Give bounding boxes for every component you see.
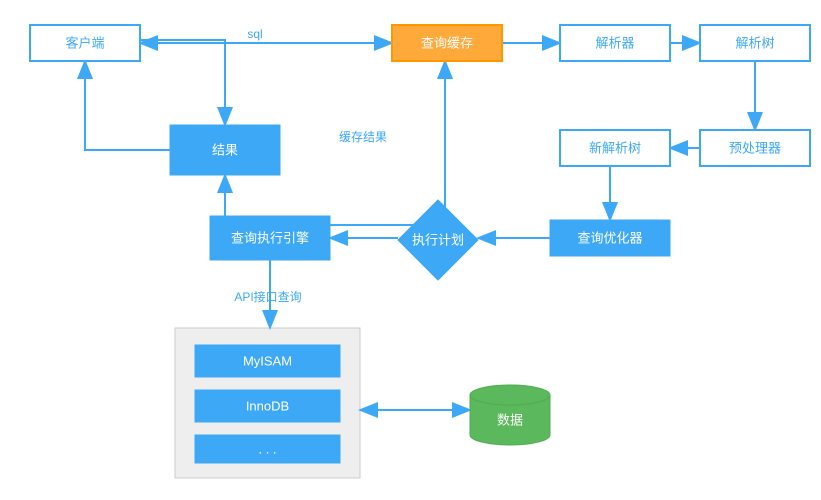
node-label-plan: 执行计划	[412, 233, 464, 248]
edge-label-engine-cache: 缓存结果	[339, 130, 387, 144]
node-label-ellipsis: . . .	[258, 442, 276, 457]
edge-label-engine-panel: API接口查询	[234, 289, 301, 304]
node-newtree: 新解析树	[560, 130, 670, 166]
node-parsetree: 解析树	[700, 25, 810, 61]
node-label-optimizer: 查询优化器	[577, 231, 642, 246]
node-label-result: 结果	[212, 143, 238, 158]
node-plan: 执行计划	[398, 200, 478, 280]
node-label-data: 数据	[497, 413, 523, 428]
edge-result-client	[85, 61, 170, 150]
node-label-myisam: MyISAM	[243, 354, 292, 369]
node-label-parser: 解析器	[595, 36, 634, 51]
node-result: 结果	[170, 125, 280, 175]
node-engine: 查询执行引擎	[210, 216, 330, 260]
edge-label-client-cache: sql	[247, 27, 262, 41]
node-optimizer: 查询优化器	[550, 220, 670, 256]
node-myisam: MyISAM	[195, 345, 340, 377]
node-label-client: 客户端	[65, 36, 104, 51]
node-label-preproc: 预处理器	[729, 141, 781, 156]
node-client: 客户端	[30, 25, 140, 61]
node-label-parsetree: 解析树	[735, 36, 774, 51]
node-ellipsis: . . .	[195, 435, 340, 463]
node-label-cache: 查询缓存	[421, 36, 473, 51]
node-label-engine: 查询执行引擎	[231, 231, 309, 246]
node-label-newtree: 新解析树	[589, 141, 641, 156]
node-data: 数据	[470, 385, 550, 445]
node-preproc: 预处理器	[700, 130, 810, 166]
node-label-innodb: InnoDB	[246, 399, 289, 414]
node-innodb: InnoDB	[195, 390, 340, 422]
node-cache: 查询缓存	[392, 25, 502, 61]
node-parser: 解析器	[560, 25, 670, 61]
edge-client-result	[140, 40, 225, 125]
